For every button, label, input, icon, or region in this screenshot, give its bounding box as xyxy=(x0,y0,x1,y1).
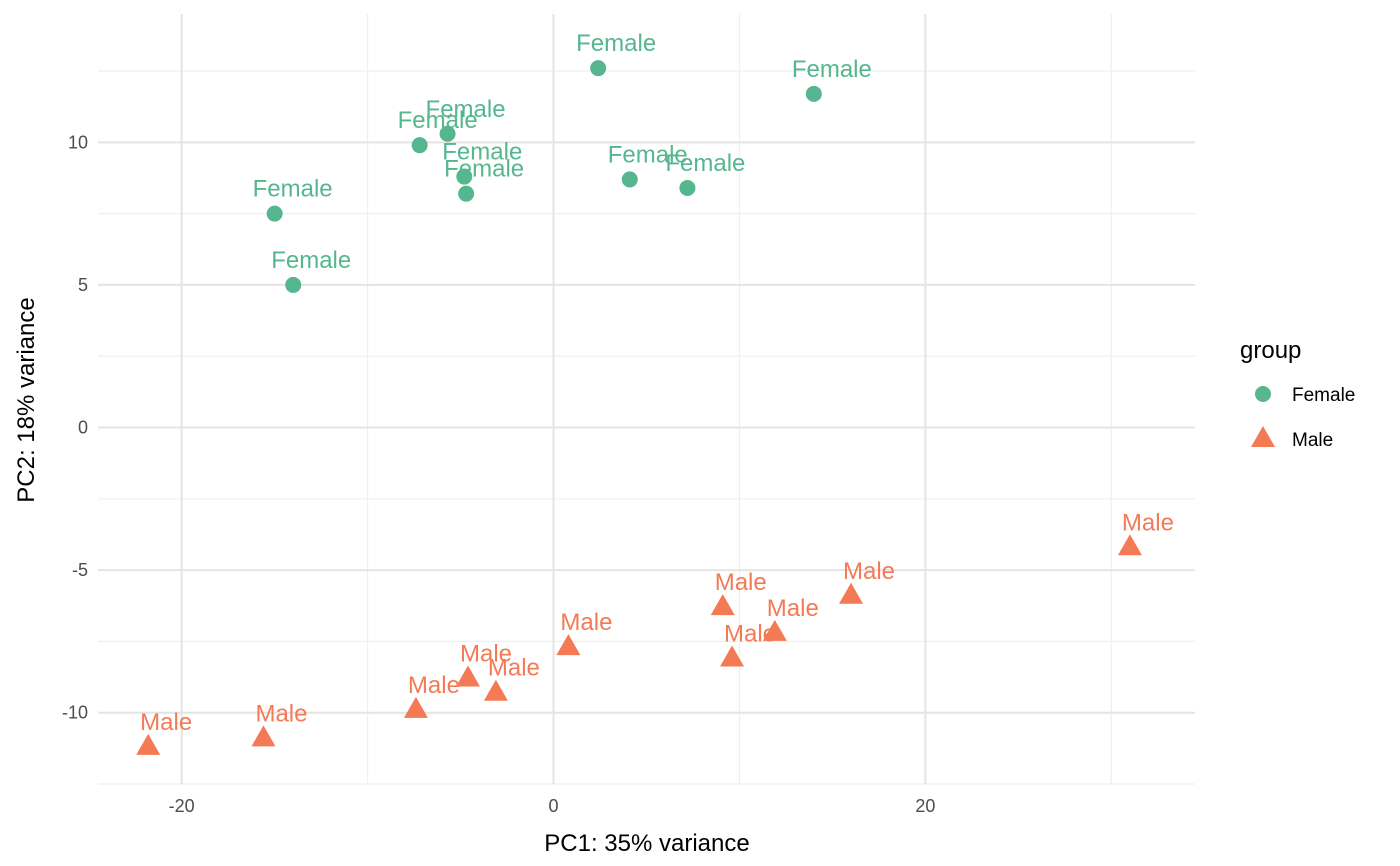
female-point xyxy=(266,205,283,222)
male-point xyxy=(720,645,745,667)
male-point xyxy=(839,582,864,604)
y-tick-label: -10 xyxy=(62,703,88,723)
male-point xyxy=(456,665,481,687)
male-point xyxy=(483,679,508,701)
point-labels: FemaleFemaleFemaleFemaleFemaleFemaleFema… xyxy=(140,30,1174,736)
male-point-label: Male xyxy=(560,609,612,636)
grid-minor xyxy=(98,14,1195,785)
y-tick-label: 0 xyxy=(78,418,88,438)
male-point xyxy=(1117,534,1142,556)
x-tick-label: 0 xyxy=(549,796,559,816)
male-point-label: Male xyxy=(843,558,895,585)
male-point-label: Male xyxy=(255,700,307,727)
male-point-label: Male xyxy=(408,672,460,699)
female-point xyxy=(411,137,428,154)
male-point xyxy=(403,696,428,718)
female-point xyxy=(439,125,456,142)
male-point-label: Male xyxy=(140,709,192,736)
male-point xyxy=(251,725,276,747)
female-point xyxy=(456,168,473,185)
male-point xyxy=(556,634,581,656)
male-point-label: Male xyxy=(488,655,540,682)
female-point-label: Female xyxy=(608,141,688,168)
male-legend-key xyxy=(1251,425,1275,447)
male-point-label: Male xyxy=(767,595,819,622)
legend-label-female: Female xyxy=(1292,385,1355,406)
male-point-label: Male xyxy=(724,621,776,648)
y-axis-title: PC2: 18% variance xyxy=(13,297,40,502)
female-legend-key xyxy=(1255,386,1271,402)
x-tick-labels: -20 0 20 xyxy=(169,796,936,816)
female-point xyxy=(805,85,822,102)
female-point-label: Female xyxy=(442,139,522,166)
y-tick-label: 10 xyxy=(68,132,88,152)
male-point xyxy=(710,594,735,616)
female-point xyxy=(679,179,696,196)
male-point xyxy=(762,619,787,641)
female-point xyxy=(590,60,607,77)
x-tick-label: -20 xyxy=(169,796,195,816)
male-point-label: Male xyxy=(460,640,512,667)
female-point-label: Female xyxy=(398,107,478,134)
x-tick-label: 20 xyxy=(915,796,935,816)
female-point xyxy=(458,185,475,202)
y-tick-label: 5 xyxy=(78,275,88,295)
female-point xyxy=(285,276,302,293)
female-point-label: Female xyxy=(271,247,351,274)
female-point-label: Female xyxy=(253,176,333,203)
female-point-label: Female xyxy=(665,150,745,177)
female-point-label: Female xyxy=(426,96,506,123)
grid-major xyxy=(98,14,1195,784)
male-point-label: Male xyxy=(1122,509,1174,536)
y-tick-labels: -10 -5 0 5 10 xyxy=(62,132,88,722)
female-point-label: Female xyxy=(576,30,656,57)
data-points xyxy=(136,60,1142,755)
y-tick-label: -5 xyxy=(72,560,88,580)
female-point-label: Female xyxy=(792,56,872,83)
female-point-label: Female xyxy=(444,156,524,183)
legend: group Female Male xyxy=(1240,337,1355,451)
female-point xyxy=(621,171,638,188)
male-point xyxy=(136,733,161,755)
legend-label-male: Male xyxy=(1292,430,1333,451)
x-axis-title: PC1: 35% variance xyxy=(544,830,749,857)
male-point-label: Male xyxy=(715,569,767,596)
legend-title: group xyxy=(1240,337,1301,364)
